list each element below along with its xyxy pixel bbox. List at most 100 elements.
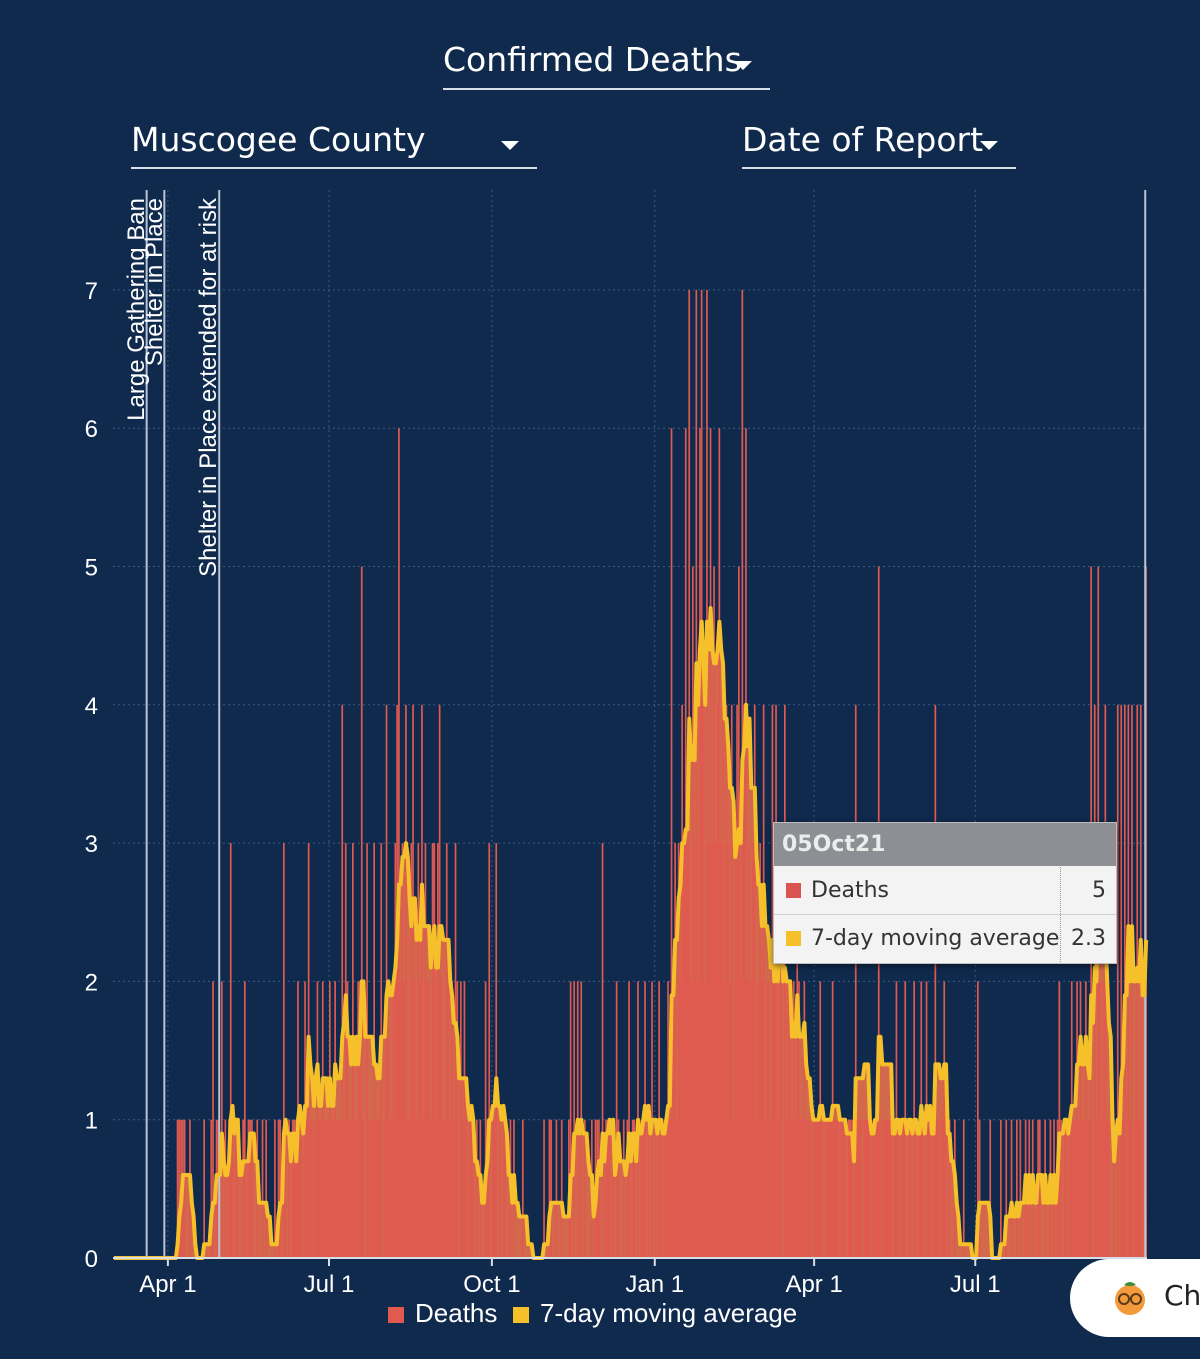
deaths-bar: [330, 1119, 333, 1258]
deaths-bar: [1113, 1119, 1116, 1258]
deaths-bar: [499, 1119, 501, 1258]
deaths-bar: [228, 1119, 230, 1258]
y-tick-label: 6: [85, 416, 98, 443]
deaths-bar: [1005, 1119, 1008, 1258]
deaths-bar: [1086, 1119, 1089, 1258]
deaths-bar: [989, 1119, 992, 1258]
deaths-bar: [660, 1119, 662, 1258]
deaths-bar: [746, 981, 749, 1258]
deaths-bar: [762, 704, 765, 1258]
deaths-bar: [626, 1119, 629, 1258]
deaths-bar: [780, 843, 783, 1258]
tooltip-separator: [774, 914, 1116, 915]
average-swatch: [786, 931, 801, 946]
deaths-bar: [394, 843, 397, 1258]
deaths-bar: [663, 1119, 666, 1258]
deaths-bar: [522, 1119, 524, 1258]
deaths-bar: [669, 1119, 671, 1258]
deaths-bar: [672, 981, 675, 1258]
deaths-bar: [683, 843, 685, 1258]
deaths-bar: [598, 1119, 600, 1258]
deaths-bar: [484, 981, 487, 1258]
deaths-bar: [730, 704, 733, 1258]
deaths-bar: [815, 1119, 818, 1258]
y-tick-label: 0: [85, 1246, 98, 1273]
deaths-bar: [778, 981, 781, 1258]
deaths-bar: [391, 1119, 393, 1258]
chevron-down-icon: [980, 141, 998, 150]
deaths-bar: [902, 1119, 905, 1258]
tooltip-row-value: 2.3: [1071, 926, 1106, 951]
deaths-bar: [398, 428, 400, 1258]
deaths-bar: [1063, 1119, 1066, 1258]
deaths-bar: [321, 981, 324, 1258]
y-tick-label: 4: [85, 693, 98, 720]
deaths-bar: [456, 981, 459, 1258]
deaths-bar: [369, 1119, 372, 1258]
deaths-bar: [183, 1119, 186, 1258]
deaths-bar: [1076, 981, 1078, 1258]
deaths-bar: [584, 1119, 586, 1258]
deaths-bar: [360, 566, 363, 1258]
deaths-bar: [690, 981, 692, 1258]
deaths-bar: [337, 1119, 340, 1258]
deaths-bar: [768, 981, 770, 1258]
deaths-bar: [403, 981, 406, 1258]
deaths-bar: [573, 981, 575, 1258]
deaths-bar: [978, 1119, 981, 1258]
tooltip-row-name: Deaths: [811, 878, 889, 903]
deaths-bar: [421, 704, 423, 1258]
county-dropdown[interactable]: Muscogee County: [131, 120, 537, 169]
deaths-bar: [794, 1119, 797, 1258]
deaths-bar: [424, 843, 427, 1258]
deaths-bar: [769, 1119, 772, 1258]
deaths-bar: [376, 1119, 379, 1258]
deaths-bar: [962, 1119, 965, 1258]
deaths-bar: [934, 704, 937, 1258]
deaths-bar: [796, 843, 799, 1258]
chat-chip[interactable]: Ch: [1070, 1259, 1200, 1337]
deaths-bar: [713, 566, 715, 1258]
deaths-bar: [927, 1119, 930, 1258]
deaths-bar: [387, 981, 390, 1258]
x-tick-label: Jan 1: [625, 1271, 684, 1298]
metric-dropdown[interactable]: Confirmed Deaths: [443, 40, 770, 90]
deaths-bar: [801, 1119, 804, 1258]
deaths-bar: [715, 843, 717, 1258]
deaths-bar: [856, 1119, 859, 1258]
deaths-bar: [826, 1119, 829, 1258]
deaths-bar: [874, 1119, 876, 1258]
deaths-bar: [440, 981, 443, 1258]
deaths-bar: [1019, 1119, 1022, 1258]
deaths-bar: [736, 704, 738, 1258]
deaths-bar: [888, 1119, 891, 1258]
deaths-bar: [1065, 1119, 1068, 1258]
deaths-bar: [883, 1119, 885, 1258]
deaths-bar: [422, 1119, 425, 1258]
deaths-bar: [723, 981, 726, 1258]
deaths-bar: [468, 1119, 471, 1258]
deaths-bar: [803, 981, 806, 1258]
deaths-bar: [707, 843, 710, 1258]
deaths-bar: [323, 1119, 326, 1258]
y-tick-label: 3: [85, 831, 98, 858]
deaths-bar: [1016, 1119, 1018, 1258]
deaths-bar: [309, 1119, 312, 1258]
deaths-bar: [948, 1119, 951, 1258]
date-mode-dropdown[interactable]: Date of Report: [742, 120, 1016, 169]
deaths-bar: [412, 704, 414, 1258]
deaths-bar: [858, 1119, 861, 1258]
deaths-bar: [837, 1119, 839, 1258]
deaths-bar: [872, 1119, 875, 1258]
deaths-bar: [378, 1119, 381, 1258]
deaths-bar: [389, 1119, 391, 1258]
deaths-bar: [727, 843, 730, 1258]
deaths-bar: [419, 981, 421, 1258]
deaths-bar: [849, 1119, 852, 1258]
deaths-bar: [674, 843, 676, 1258]
deaths-bar: [325, 1119, 328, 1258]
deaths-bar: [548, 1119, 551, 1258]
deaths-bar: [569, 981, 572, 1258]
tooltip-date: 05Oct21: [774, 823, 1116, 866]
